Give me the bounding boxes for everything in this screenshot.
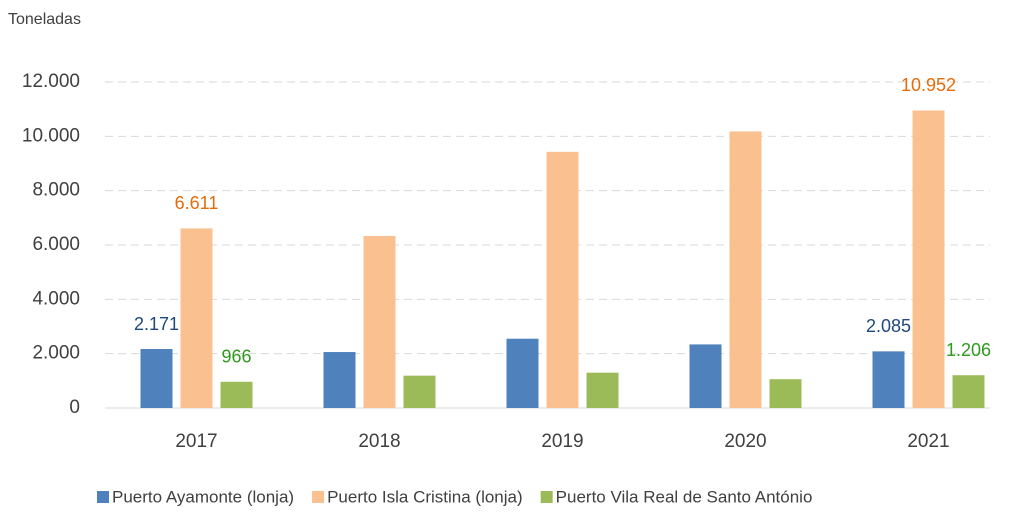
y-tick-label: 2.000 [32, 343, 80, 364]
bar [506, 338, 539, 408]
y-tick-label: 8.000 [32, 180, 80, 201]
y-tick-label: 6.000 [32, 234, 80, 255]
legend-label: Puerto Ayamonte (lonja) [112, 487, 294, 506]
data-label: 6.611 [175, 193, 219, 213]
y-tick-label: 10.000 [22, 125, 80, 146]
x-tick-label: 2019 [541, 431, 583, 452]
bar [729, 131, 762, 408]
y-tick-label: 12.000 [22, 71, 80, 92]
x-tick-label: 2017 [175, 431, 217, 452]
bar [546, 151, 579, 408]
x-tick-label: 2021 [907, 431, 949, 452]
data-label: 10.952 [901, 75, 956, 95]
bar [689, 344, 722, 408]
bar [769, 379, 802, 408]
bar [952, 375, 985, 408]
bar [180, 228, 213, 408]
bar [586, 372, 619, 408]
bar [140, 349, 173, 408]
bar [323, 352, 356, 408]
bar [403, 375, 436, 408]
y-tick-label: 4.000 [32, 288, 80, 309]
legend-swatch [312, 491, 325, 503]
bar [872, 351, 905, 408]
data-label: 966 [221, 347, 251, 367]
data-label: 2.085 [866, 316, 911, 336]
y-tick-label: 0 [69, 397, 80, 418]
data-label: 1.206 [946, 340, 991, 360]
data-label: 2.171 [134, 314, 179, 334]
legend-swatch [540, 491, 553, 503]
x-tick-label: 2020 [724, 431, 766, 452]
y-axis-label: Toneladas [8, 11, 81, 28]
bar [912, 110, 945, 408]
legend-label: Puerto Vila Real de Santo António [556, 487, 813, 506]
legend-swatch [97, 491, 109, 503]
bar [220, 381, 253, 408]
bar [363, 236, 396, 408]
x-tick-label: 2018 [358, 431, 400, 452]
legend-label: Puerto Isla Cristina (lonja) [327, 487, 523, 506]
